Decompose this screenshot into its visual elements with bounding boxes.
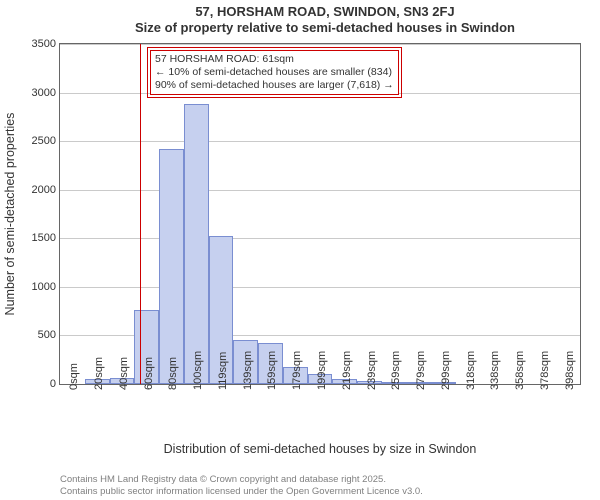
property-marker-line [140, 44, 141, 384]
x-tick-label: 259sqm [390, 351, 402, 390]
x-tick-label: 40sqm [118, 357, 130, 390]
callout-line-2: ← 10% of semi-detached houses are smalle… [155, 66, 394, 79]
histogram-bar [159, 149, 184, 384]
x-tick-label: 100sqm [192, 351, 204, 390]
callout-line-1: 57 HORSHAM ROAD: 61sqm [155, 53, 394, 66]
x-tick-label: 139sqm [242, 351, 254, 390]
x-axis-title: Distribution of semi-detached houses by … [60, 442, 580, 456]
y-axis-title: Number of semi-detached properties [3, 113, 17, 316]
x-tick-label: 159sqm [266, 351, 278, 390]
y-tick-label: 2000 [18, 184, 56, 196]
x-tick-label: 60sqm [143, 357, 155, 390]
chart-title-address: 57, HORSHAM ROAD, SWINDON, SN3 2FJ [60, 4, 590, 19]
attribution-line-2: Contains public sector information licen… [60, 486, 590, 498]
x-tick-label: 119sqm [217, 352, 229, 390]
y-tick-label: 500 [18, 329, 56, 341]
attribution-text: Contains HM Land Registry data © Crown c… [60, 474, 590, 498]
x-tick-label: 358sqm [514, 351, 526, 390]
grid-line [60, 190, 580, 191]
x-tick-label: 398sqm [564, 351, 576, 390]
y-tick-label: 1000 [18, 281, 56, 293]
y-tick-label: 1500 [18, 232, 56, 244]
x-tick-label: 0sqm [68, 363, 80, 390]
x-tick-label: 239sqm [366, 351, 378, 390]
y-tick-label: 3500 [18, 38, 56, 50]
x-tick-label: 279sqm [415, 351, 427, 390]
attribution-line-1: Contains HM Land Registry data © Crown c… [60, 474, 590, 486]
x-tick-label: 20sqm [93, 357, 105, 390]
grid-line [60, 238, 580, 239]
x-tick-label: 378sqm [539, 351, 551, 390]
x-tick-label: 219sqm [341, 351, 353, 390]
x-tick-label: 179sqm [291, 351, 303, 390]
callout-line-3: 90% of semi-detached houses are larger (… [155, 79, 394, 92]
grid-line [60, 287, 580, 288]
property-callout-box: 57 HORSHAM ROAD: 61sqm ← 10% of semi-det… [150, 50, 399, 95]
property-size-chart: 57, HORSHAM ROAD, SWINDON, SN3 2FJ Size … [0, 0, 600, 500]
y-tick-label: 2500 [18, 135, 56, 147]
plot-area: Number of semi-detached properties 57 HO… [60, 44, 580, 384]
grid-line [60, 141, 580, 142]
x-tick-label: 80sqm [167, 357, 179, 390]
x-tick-label: 338sqm [489, 351, 501, 390]
chart-title-subtitle: Size of property relative to semi-detach… [60, 20, 590, 35]
x-tick-label: 199sqm [316, 351, 328, 390]
x-tick-label: 299sqm [440, 351, 452, 390]
histogram-bar [184, 104, 209, 384]
grid-line [60, 44, 580, 45]
y-tick-label: 3000 [18, 87, 56, 99]
y-tick-label: 0 [18, 378, 56, 390]
x-tick-label: 318sqm [465, 351, 477, 390]
